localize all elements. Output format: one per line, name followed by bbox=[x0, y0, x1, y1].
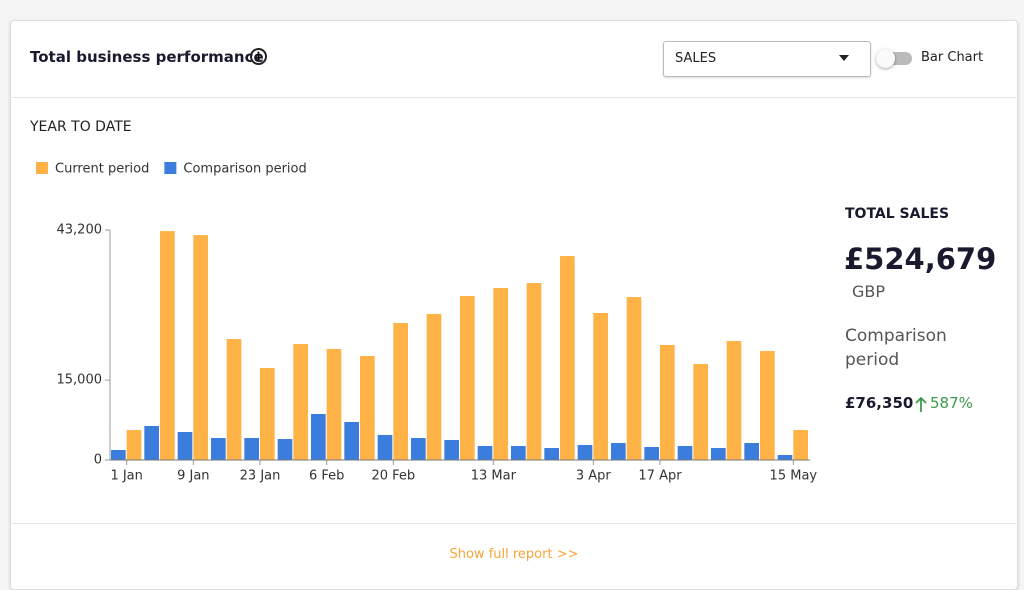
bar bbox=[626, 297, 642, 460]
card bbox=[10, 20, 1018, 590]
bar bbox=[526, 283, 542, 460]
bar bbox=[344, 421, 359, 460]
legend-swatch bbox=[164, 162, 177, 174]
bar bbox=[177, 431, 193, 460]
y-tick-label: 15,000 bbox=[57, 373, 103, 388]
card-title: Total business performance bbox=[30, 48, 264, 66]
summary-title: TOTAL SALES bbox=[845, 206, 950, 222]
bar bbox=[111, 449, 126, 460]
bar bbox=[244, 438, 259, 460]
bar bbox=[577, 444, 593, 460]
bar bbox=[144, 425, 159, 460]
bar bbox=[593, 313, 608, 460]
bar bbox=[293, 344, 308, 460]
footer-link[interactable]: Show full report >> bbox=[449, 547, 579, 562]
bar bbox=[460, 296, 475, 460]
bar bbox=[760, 351, 775, 460]
y-tick-label: 0 bbox=[94, 453, 102, 468]
comparison-value: £76,350 bbox=[845, 394, 914, 412]
bar bbox=[444, 439, 459, 460]
bar bbox=[160, 231, 175, 460]
bar bbox=[311, 414, 326, 460]
bar bbox=[793, 430, 808, 460]
x-tick-label: 17 Apr bbox=[638, 469, 682, 484]
bar bbox=[711, 448, 726, 460]
x-tick-label: 13 Mar bbox=[471, 469, 517, 484]
bar bbox=[411, 438, 426, 460]
x-tick-label: 15 May bbox=[770, 469, 818, 484]
divider bbox=[11, 97, 1016, 98]
bar bbox=[744, 443, 759, 460]
section-title: YEAR TO DATE bbox=[30, 119, 132, 135]
x-tick-label: 20 Feb bbox=[371, 469, 415, 484]
x-tick-label: 6 Feb bbox=[309, 469, 344, 484]
bar bbox=[126, 430, 142, 460]
legend-label: Comparison period bbox=[183, 162, 306, 177]
info-icon[interactable]: i bbox=[250, 48, 267, 65]
bar bbox=[260, 368, 275, 460]
bar bbox=[193, 235, 208, 460]
bar bbox=[726, 341, 742, 460]
bar bbox=[777, 454, 793, 460]
bar bbox=[226, 339, 242, 460]
x-tick-label: 9 Jan bbox=[177, 469, 209, 484]
y-tick-label: 43,200 bbox=[57, 223, 103, 238]
legend-swatch bbox=[36, 162, 48, 174]
divider bbox=[11, 523, 1016, 524]
bar bbox=[393, 323, 408, 460]
bar bbox=[360, 356, 375, 460]
dropdown-value: SALES bbox=[675, 51, 717, 66]
dropdown-arrow bbox=[839, 55, 849, 61]
toggle-knob bbox=[876, 49, 895, 68]
bar bbox=[560, 256, 575, 460]
bar bbox=[544, 448, 559, 460]
chart: Current period Comparison period 0 15,000 43… bbox=[36, 162, 818, 484]
dropdown[interactable]: SALES bbox=[663, 41, 871, 77]
bar bbox=[511, 445, 526, 460]
bar bbox=[644, 447, 659, 460]
x-tick-label: 1 Jan bbox=[110, 469, 142, 484]
comparison-label: Comparison period bbox=[845, 326, 947, 370]
change: 587% bbox=[930, 394, 973, 412]
bar bbox=[677, 445, 693, 460]
bar bbox=[611, 443, 626, 460]
toggle[interactable] bbox=[876, 49, 912, 68]
currency: GBP bbox=[852, 282, 886, 301]
total-sales: £524,679 bbox=[844, 242, 997, 276]
bar bbox=[211, 438, 226, 460]
up-arrow bbox=[915, 396, 927, 412]
legend-label: Current period bbox=[55, 162, 149, 177]
bar bbox=[693, 364, 708, 460]
bar bbox=[660, 345, 675, 460]
bar bbox=[377, 434, 393, 460]
x-tick-label: 23 Jan bbox=[240, 469, 281, 484]
bar bbox=[477, 445, 493, 460]
bar bbox=[277, 439, 293, 460]
toggle-label: Bar Chart bbox=[921, 50, 984, 65]
bar bbox=[426, 314, 442, 460]
bar bbox=[326, 348, 342, 460]
bar bbox=[493, 288, 508, 460]
x-tick-label: 3 Apr bbox=[576, 469, 612, 484]
